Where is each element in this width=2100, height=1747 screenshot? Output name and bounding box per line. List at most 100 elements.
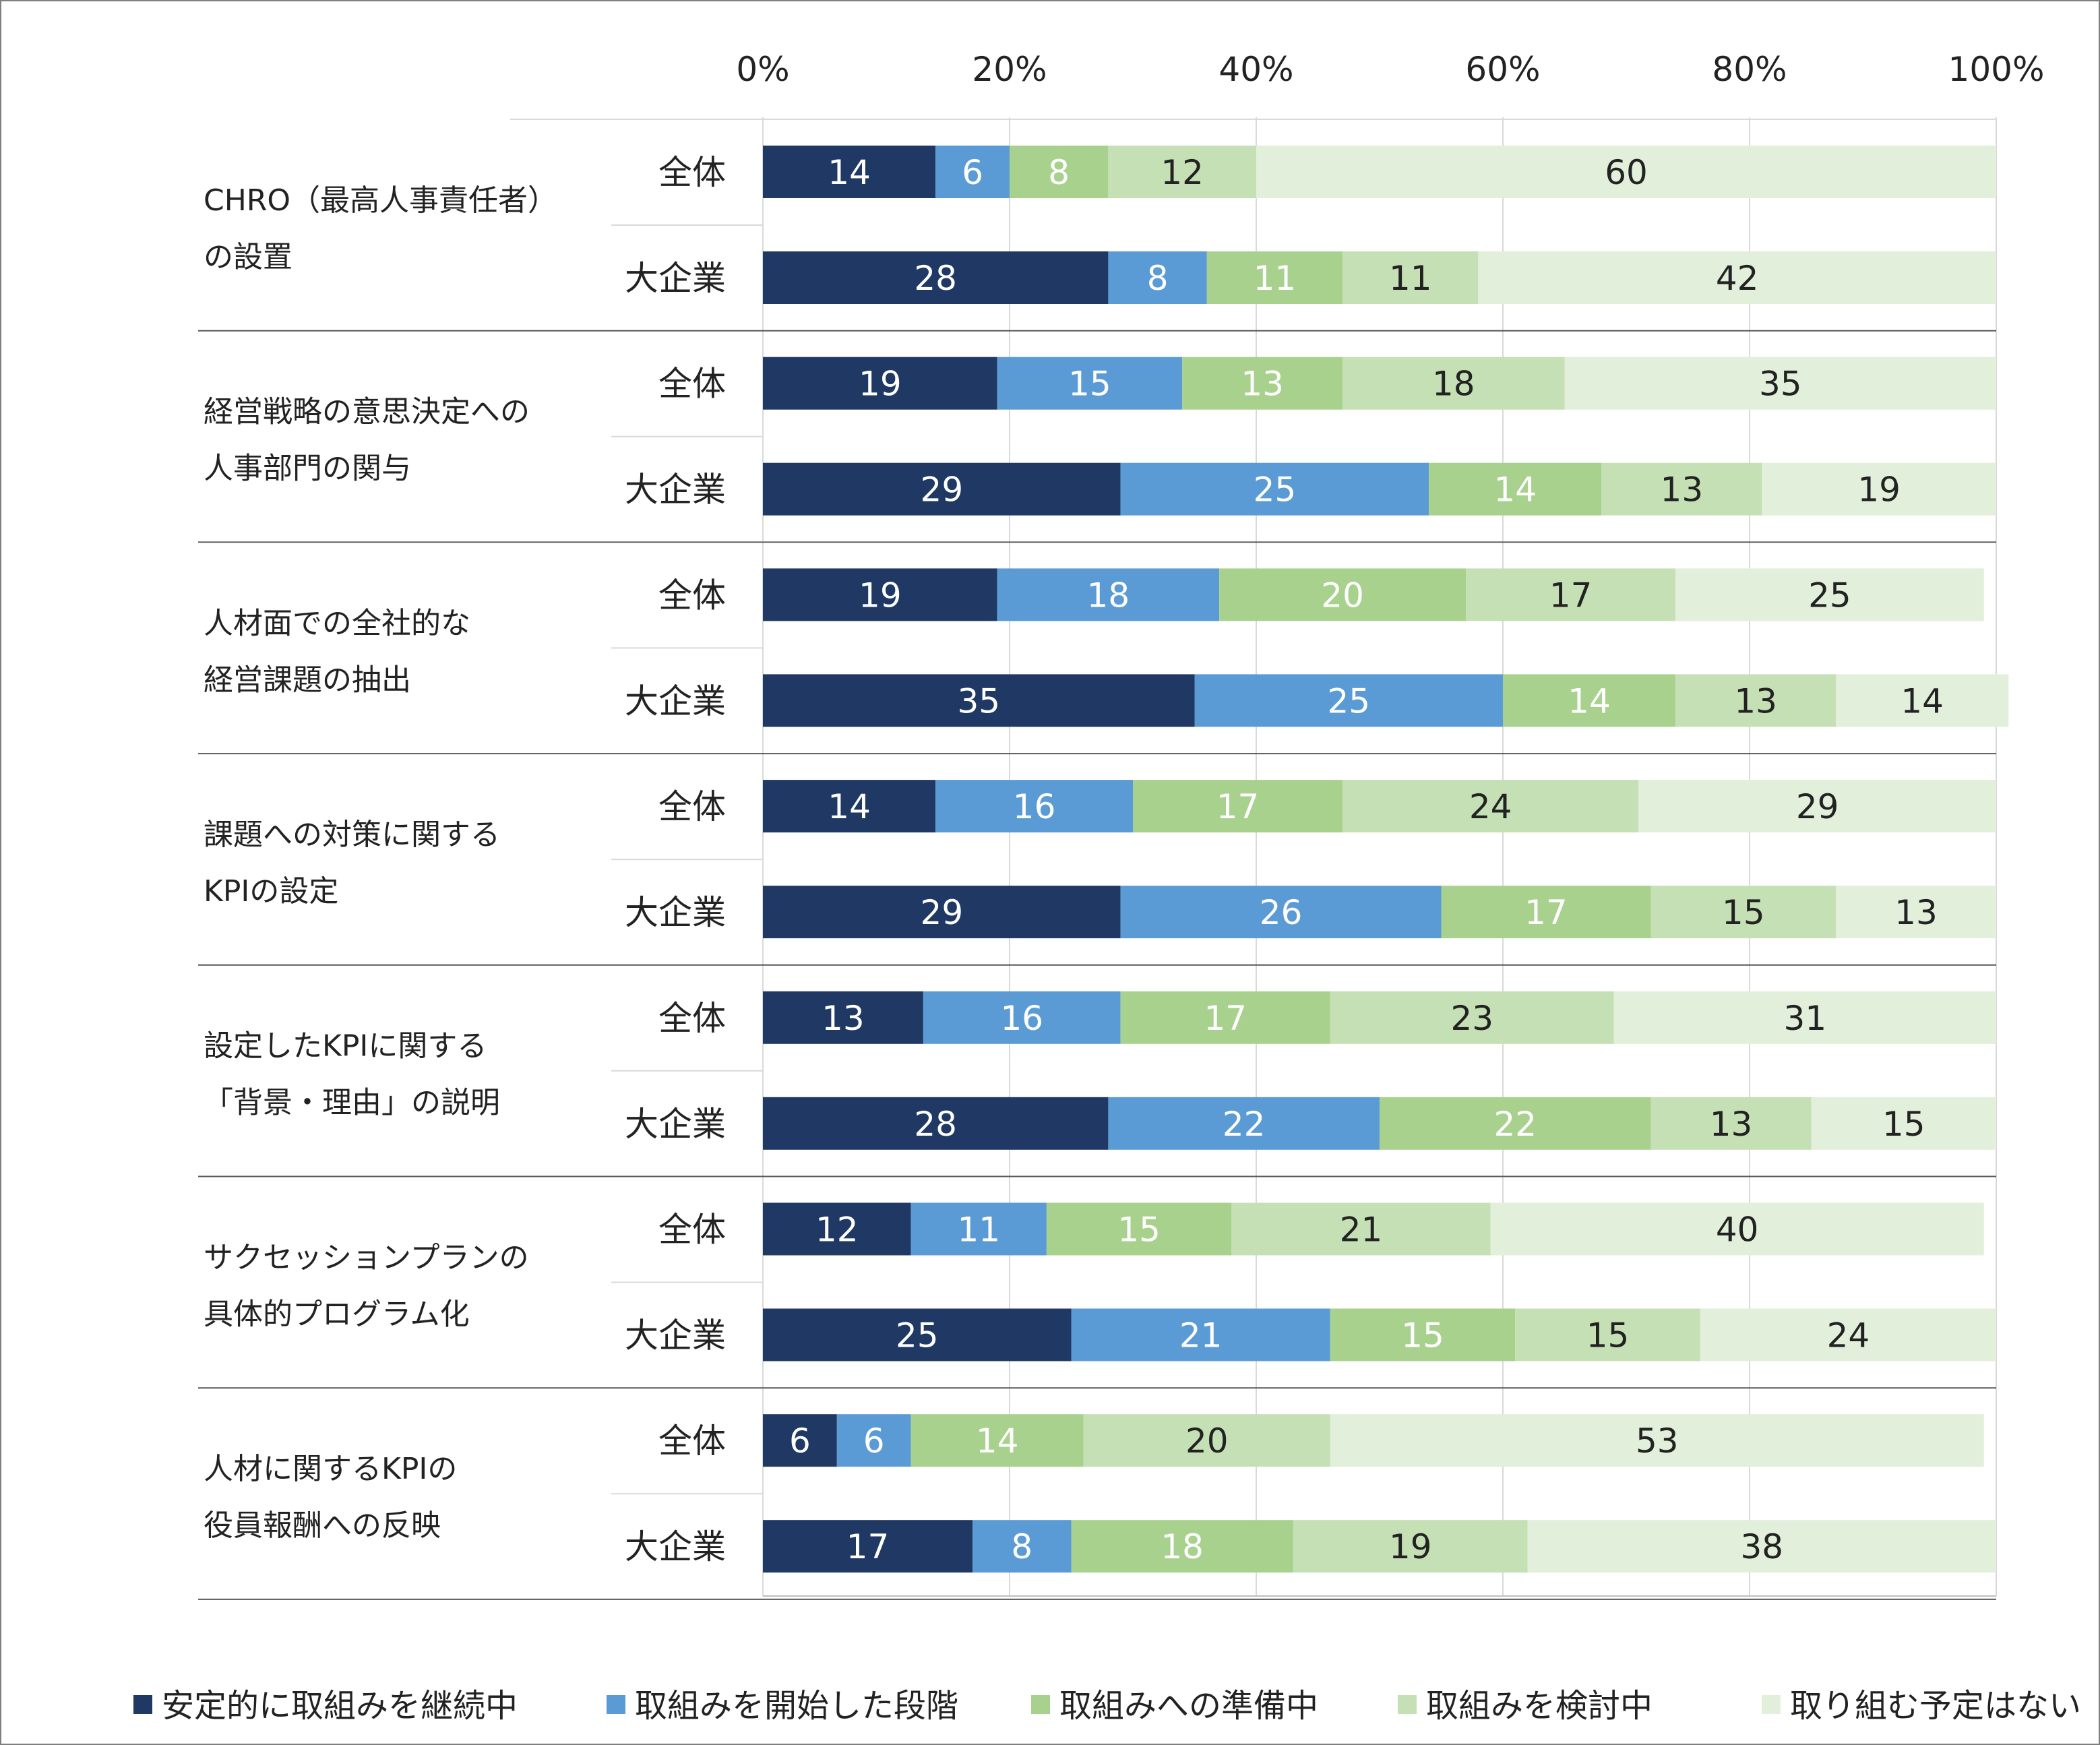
data-label: 60 — [1605, 153, 1648, 192]
legend-label: 取組みを検討中 — [1426, 1687, 1653, 1725]
legend-swatch — [1031, 1695, 1050, 1714]
bar-segment — [763, 251, 1109, 304]
data-label: 11 — [957, 1210, 1000, 1250]
legend-label: 取組みへの準備中 — [1059, 1687, 1318, 1725]
legend-label: 取組みを開始した段階 — [635, 1687, 958, 1725]
data-label: 23 — [1450, 999, 1493, 1038]
bar-segment — [1120, 462, 1429, 516]
data-label: 35 — [957, 681, 1000, 721]
data-label: 19 — [1857, 470, 1901, 510]
bar-segment — [997, 568, 1220, 621]
data-label: 19 — [1389, 1527, 1432, 1566]
bar-segment — [763, 1520, 973, 1573]
data-label: 13 — [1661, 470, 1704, 510]
group-label-line: CHRO（最高人事責任者） — [204, 183, 557, 218]
group-label-line: 「背景・理由」の説明 — [204, 1086, 500, 1120]
row-label: 大企業 — [625, 1527, 726, 1566]
data-label: 6 — [863, 1421, 885, 1461]
data-label: 17 — [1204, 999, 1247, 1038]
row-label: 大企業 — [625, 893, 726, 932]
data-label: 14 — [1568, 681, 1611, 721]
data-label: 38 — [1740, 1527, 1783, 1566]
bars-layer — [763, 146, 2009, 1573]
data-label: 25 — [1808, 576, 1851, 615]
data-label: 15 — [1401, 1316, 1444, 1355]
bar-segment — [763, 674, 1195, 727]
data-label: 15 — [1586, 1316, 1630, 1355]
bar-segment — [935, 780, 1133, 833]
row-label: 全体 — [658, 365, 726, 404]
group-label-line: 人材面での全社的な — [204, 606, 470, 640]
bar-segment — [763, 1308, 1072, 1361]
data-label: 13 — [1734, 681, 1777, 721]
data-label: 16 — [1000, 999, 1043, 1038]
bar-segment — [836, 1414, 911, 1467]
data-label: 53 — [1636, 1421, 1679, 1461]
bar-segment — [1564, 357, 1996, 410]
bar-segment — [1490, 1202, 1984, 1256]
group-label-line: 役員報酬への反映 — [204, 1508, 441, 1543]
x-tick-label: 60% — [1465, 50, 1540, 89]
data-label: 15 — [1882, 1105, 1925, 1144]
bar-segment — [910, 1414, 1084, 1467]
bar-segment — [763, 1202, 911, 1256]
bar-segment — [1811, 1097, 1996, 1150]
data-label: 22 — [1493, 1105, 1537, 1144]
data-label: 28 — [914, 259, 957, 298]
data-label: 24 — [1827, 1316, 1870, 1355]
data-label: 11 — [1254, 259, 1297, 298]
bar-segment — [1182, 357, 1343, 410]
group-label-line: の設置 — [204, 240, 292, 274]
group-label-line: 具体的プログラム化 — [204, 1297, 470, 1331]
data-label: 6 — [962, 153, 983, 192]
bar-segment — [1206, 251, 1343, 304]
bar-segment — [1120, 991, 1330, 1044]
data-label: 35 — [1759, 365, 1802, 404]
row-label: 大企業 — [625, 1316, 726, 1355]
bar-segment — [1342, 357, 1565, 410]
bar-segment — [1046, 1202, 1232, 1256]
data-label: 14 — [1493, 470, 1537, 510]
bar-segment — [1120, 886, 1442, 939]
data-label: 21 — [1340, 1210, 1383, 1250]
legend-swatch — [607, 1695, 625, 1714]
bar-segment — [1231, 1202, 1491, 1256]
legend-item: 取組みへの準備中 — [1031, 1687, 1318, 1725]
legend-item: 取組みを検討中 — [1398, 1687, 1653, 1725]
data-label: 25 — [1254, 470, 1297, 510]
data-label: 14 — [828, 153, 871, 192]
legend-label: 安定的に取組みを継続中 — [162, 1687, 518, 1725]
bar-segment — [1071, 1520, 1293, 1573]
bar-segment — [1441, 886, 1651, 939]
legend-swatch — [1762, 1695, 1781, 1714]
bar-segment — [972, 1520, 1072, 1573]
bar-segment — [910, 1202, 1047, 1256]
row-label: 大企業 — [625, 470, 726, 510]
data-label: 14 — [1901, 681, 1944, 721]
legend: 安定的に取組みを継続中 取組みを開始した段階 取組みへの準備中 取組みを検討中 取り組む… — [133, 1687, 2081, 1725]
group-label-line: 課題への対策に関する — [204, 818, 500, 852]
x-tick-label: 40% — [1218, 50, 1293, 89]
bar-segment — [763, 568, 997, 621]
data-label: 8 — [1147, 259, 1169, 298]
group-separators — [198, 119, 1996, 1600]
x-tick-label: 20% — [972, 50, 1047, 89]
data-label: 12 — [815, 1210, 859, 1250]
bar-segment — [1071, 1308, 1330, 1361]
data-label: 25 — [1327, 681, 1370, 721]
group-label-line: 人事部門の関与 — [204, 452, 411, 486]
data-label: 6 — [789, 1421, 811, 1461]
data-label: 14 — [976, 1421, 1019, 1461]
bar-segment — [1293, 1520, 1528, 1573]
data-label: 20 — [1321, 576, 1364, 615]
bar-segment — [1638, 780, 1996, 833]
data-label: 15 — [1068, 365, 1111, 404]
bar-segment — [763, 146, 936, 198]
row-label: 全体 — [658, 576, 726, 615]
bar-segment — [1083, 1414, 1330, 1467]
data-label: 29 — [1796, 787, 1839, 826]
bar-segment — [1256, 146, 1996, 198]
bar-segment — [763, 886, 1121, 939]
